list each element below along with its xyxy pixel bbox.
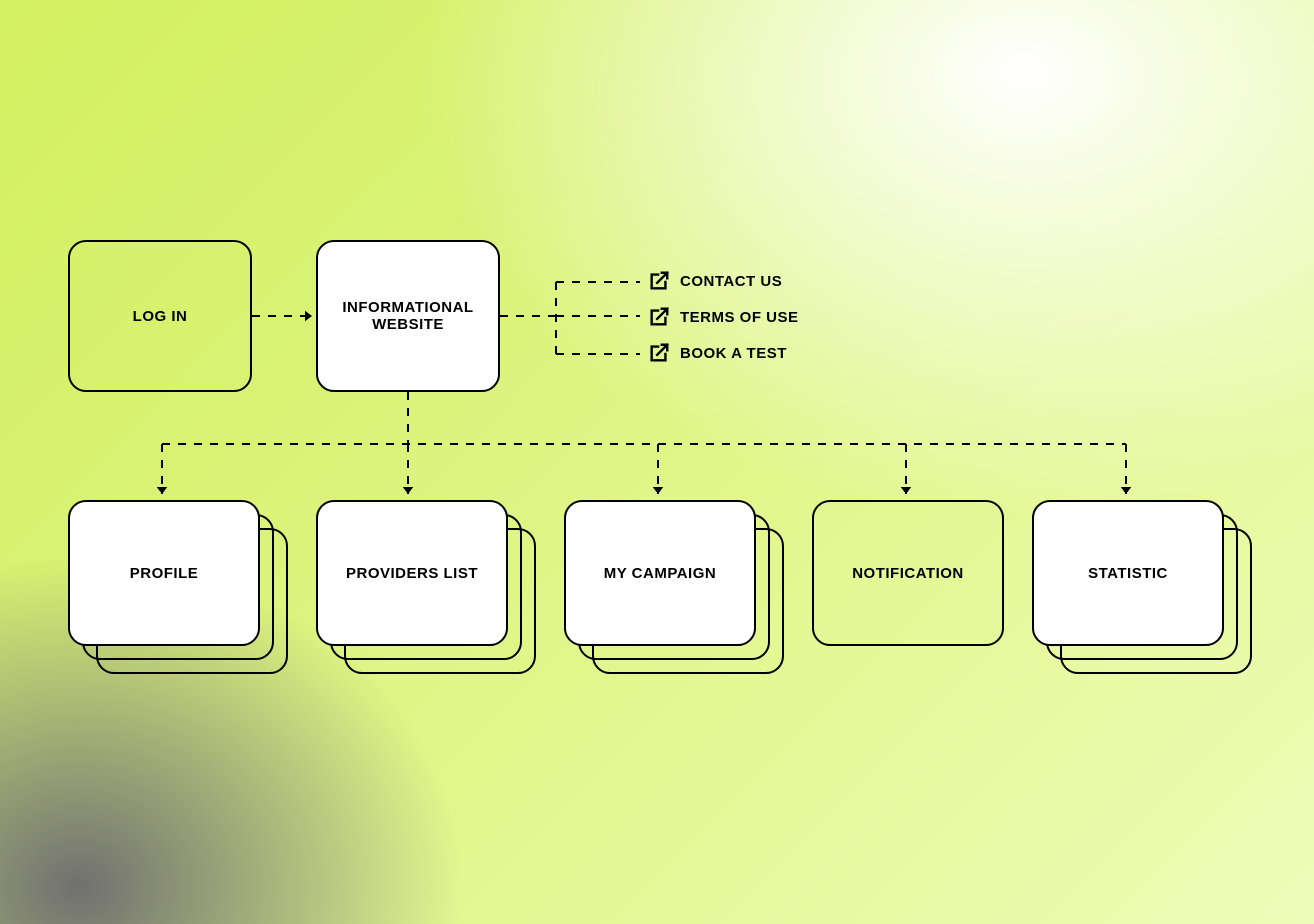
diagram-canvas: LOG IN INFORMATIONAL WEBSITE PROFILE PROVID… xyxy=(0,0,1314,924)
node-label: PROVIDERS LIST xyxy=(340,565,484,582)
external-link-label: TERMS OF USE xyxy=(680,309,799,326)
node-label: NOTIFICATION xyxy=(846,565,970,582)
node-label: STATISTIC xyxy=(1082,565,1174,582)
node-label: INFORMATIONAL WEBSITE xyxy=(326,299,490,333)
external-link-label: BOOK A TEST xyxy=(680,345,787,362)
external-link-label: CONTACT US xyxy=(680,273,782,290)
node-notification: NOTIFICATION xyxy=(812,500,1004,646)
node-statistic: STATISTIC xyxy=(1032,500,1224,646)
background-gradient xyxy=(0,0,1314,924)
node-label: PROFILE xyxy=(124,565,205,582)
external-link-terms: TERMS OF USE xyxy=(648,306,799,328)
external-link-icon xyxy=(648,270,670,292)
node-label: LOG IN xyxy=(127,308,194,325)
external-link-contact: CONTACT US xyxy=(648,270,782,292)
node-providers: PROVIDERS LIST xyxy=(316,500,508,646)
node-profile: PROFILE xyxy=(68,500,260,646)
node-campaign: MY CAMPAIGN xyxy=(564,500,756,646)
node-login: LOG IN xyxy=(68,240,252,392)
external-link-book: BOOK A TEST xyxy=(648,342,787,364)
external-link-icon xyxy=(648,342,670,364)
external-link-icon xyxy=(648,306,670,328)
node-label: MY CAMPAIGN xyxy=(598,565,722,582)
node-info: INFORMATIONAL WEBSITE xyxy=(316,240,500,392)
